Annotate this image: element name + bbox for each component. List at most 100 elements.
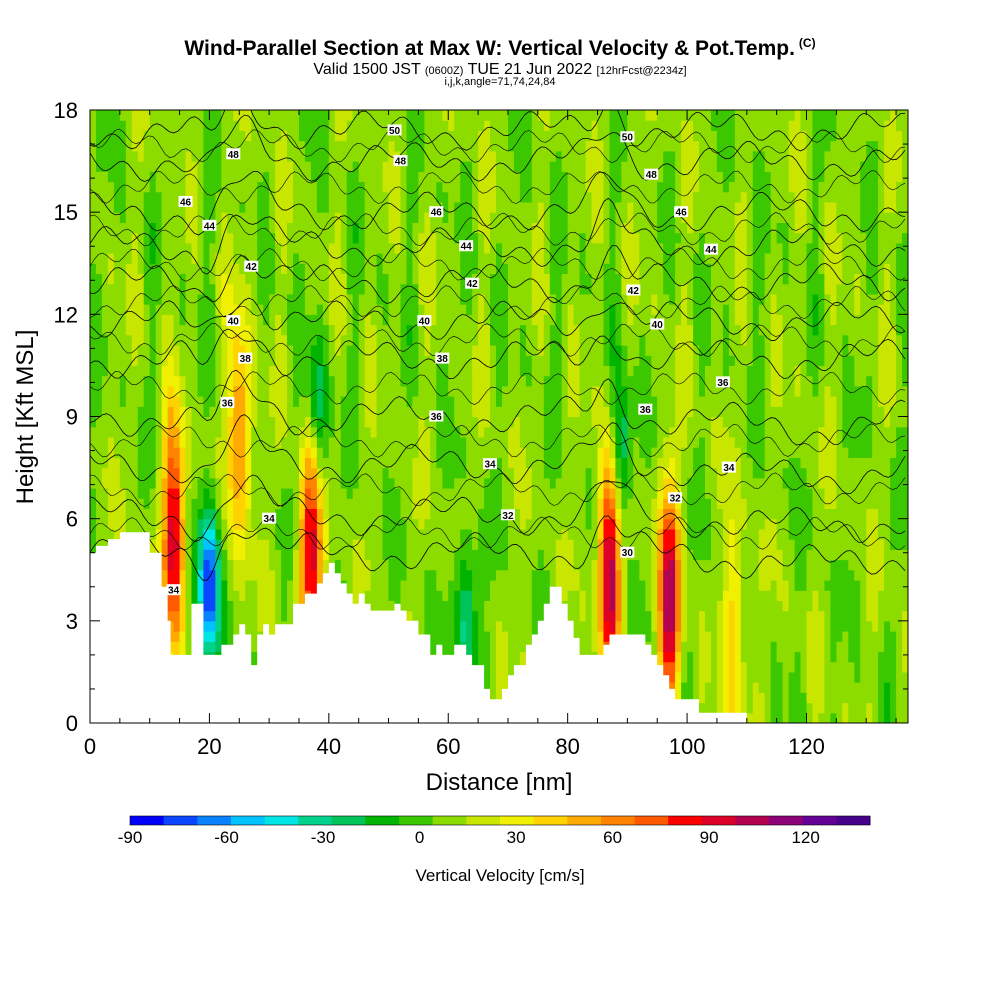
velocity-cell <box>239 498 246 509</box>
velocity-cell <box>275 293 282 305</box>
velocity-cell <box>543 467 551 479</box>
velocity-cell <box>209 457 216 469</box>
velocity-cell <box>119 498 127 509</box>
velocity-cell <box>352 304 360 315</box>
velocity-cell <box>137 191 145 203</box>
velocity-cell <box>209 161 216 172</box>
velocity-cell <box>370 539 378 550</box>
velocity-cell <box>340 549 348 561</box>
velocity-cell <box>346 345 354 356</box>
velocity-cell <box>376 171 384 183</box>
velocity-cell <box>567 539 575 550</box>
velocity-cell <box>454 498 461 509</box>
velocity-cell <box>251 457 258 469</box>
velocity-cell <box>531 324 539 336</box>
velocity-cell <box>185 498 193 509</box>
velocity-cell <box>173 457 181 469</box>
velocity-cell <box>412 161 419 172</box>
velocity-cell <box>567 242 575 254</box>
velocity-cell <box>215 467 222 479</box>
velocity-cell <box>131 191 139 203</box>
velocity-cell <box>215 242 222 254</box>
velocity-cell <box>287 457 294 469</box>
velocity-cell <box>161 140 169 152</box>
velocity-cell <box>388 161 396 172</box>
velocity-cell <box>287 283 294 295</box>
velocity-cell <box>466 559 473 571</box>
velocity-cell <box>293 130 300 142</box>
velocity-cell <box>472 201 479 213</box>
velocity-cell <box>293 457 300 469</box>
velocity-cell <box>263 447 270 458</box>
velocity-cell <box>478 365 485 377</box>
velocity-cell <box>107 447 115 458</box>
velocity-cell <box>543 375 551 387</box>
velocity-cell <box>579 549 587 561</box>
velocity-cell <box>269 181 276 193</box>
velocity-cell <box>257 436 264 448</box>
velocity-cell <box>161 355 169 366</box>
velocity-cell <box>161 426 169 438</box>
velocity-cell <box>203 539 210 550</box>
velocity-cell <box>496 396 503 407</box>
velocity-cell <box>537 406 545 418</box>
velocity-cell <box>96 355 103 366</box>
velocity-cell <box>519 273 527 285</box>
velocity-cell <box>555 222 563 234</box>
velocity-cell <box>113 191 121 203</box>
velocity-cell <box>472 416 479 428</box>
velocity-cell <box>149 150 157 162</box>
velocity-cell <box>167 314 175 326</box>
velocity-cell <box>394 457 402 469</box>
velocity-cell <box>400 518 408 530</box>
velocity-cell <box>113 416 121 428</box>
velocity-cell <box>502 385 509 397</box>
velocity-cell <box>179 324 187 336</box>
velocity-cell <box>197 191 205 203</box>
velocity-cell <box>412 355 419 366</box>
velocity-cell <box>519 569 527 581</box>
velocity-cell <box>304 549 312 561</box>
velocity-cell <box>107 365 115 377</box>
velocity-cell <box>472 467 479 479</box>
velocity-cell <box>340 212 348 223</box>
velocity-cell <box>436 263 443 274</box>
velocity-cell <box>101 242 109 254</box>
velocity-cell <box>388 406 396 418</box>
velocity-cell <box>125 161 133 172</box>
velocity-cell <box>525 528 533 540</box>
velocity-cell <box>496 406 503 418</box>
velocity-cell <box>406 283 414 295</box>
velocity-cell <box>197 181 205 193</box>
velocity-cell <box>484 375 491 387</box>
velocity-cell <box>101 498 109 509</box>
velocity-cell <box>221 253 228 264</box>
velocity-cell <box>406 580 414 591</box>
velocity-cell <box>525 324 533 336</box>
velocity-cell <box>370 355 378 366</box>
velocity-cell <box>257 334 264 346</box>
velocity-cell <box>275 498 282 509</box>
velocity-cell <box>579 273 587 285</box>
velocity-cell <box>454 263 461 274</box>
velocity-cell <box>334 375 342 387</box>
velocity-cell <box>310 222 318 234</box>
velocity-cell <box>90 232 97 244</box>
velocity-cell <box>281 549 288 561</box>
velocity-cell <box>460 283 467 295</box>
velocity-cell <box>155 539 163 550</box>
velocity-cell <box>191 201 199 213</box>
velocity-cell <box>346 314 354 326</box>
velocity-cell <box>543 304 551 315</box>
velocity-cell <box>215 447 222 458</box>
velocity-cell <box>251 181 258 193</box>
velocity-cell <box>221 365 228 377</box>
velocity-cell <box>352 528 360 540</box>
velocity-cell <box>221 610 228 622</box>
velocity-cell <box>179 426 187 438</box>
velocity-cell <box>460 110 467 121</box>
velocity-cell <box>573 610 581 622</box>
velocity-cell <box>543 130 551 142</box>
velocity-cell <box>549 365 557 377</box>
velocity-cell <box>191 406 199 418</box>
